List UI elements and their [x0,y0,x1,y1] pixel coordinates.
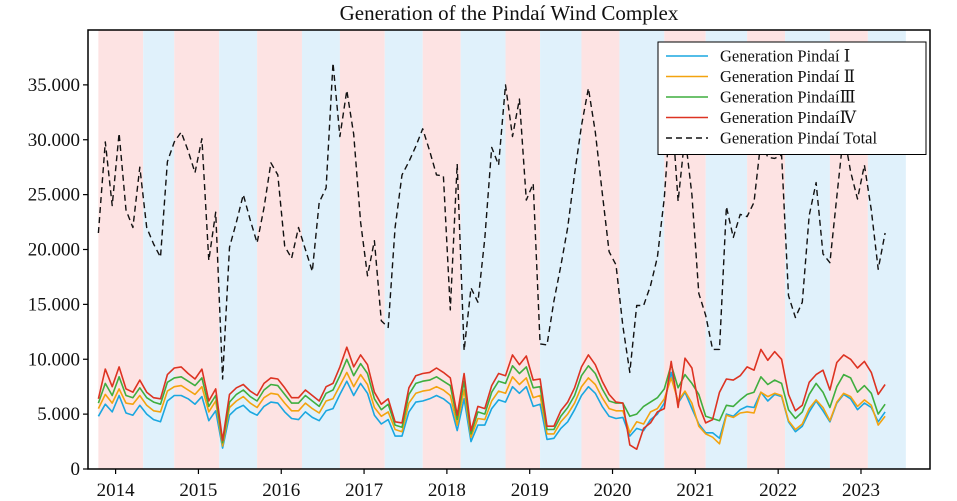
x-tick-label: 2020 [594,480,632,501]
series-line-2 [97,371,886,447]
legend-label-4: Generation PindaíⅣ [720,108,857,127]
x-tick-label: 2019 [511,480,549,501]
season-band-10 [505,30,541,469]
x-tick-label: 2023 [842,480,880,501]
legend-label-2: Generation Pindaí Ⅱ [720,67,855,86]
season-band-3 [219,30,258,469]
season-band-9 [460,30,506,469]
y-tick-label: 30.000 [28,130,80,151]
y-tick-label: 0 [71,459,81,480]
series-line-3 [97,358,886,444]
y-axis: 0 5.000 10.000 15.000 20.000 25.000 30.000 35.0… [28,75,88,480]
series-lines [97,62,886,451]
x-tick-label: 2015 [179,480,217,501]
plot-frame [87,29,931,470]
y-tick-label: 20.000 [28,240,80,261]
season-band-7 [384,30,423,469]
y-tick-label: 15.000 [28,294,80,315]
season-band-13 [619,30,665,469]
x-tick-label: 2014 [97,480,136,501]
y-tick-label: 35.000 [28,75,80,96]
legend-label-5: Generation Pindaí Total [720,129,878,148]
legend-box [657,41,927,155]
legend-label-1: Generation Pindaí Ⅰ [720,47,850,66]
season-band-1 [143,30,175,469]
legend-label-3: Generation PindaíⅢ [720,88,856,107]
y-tick-label: 25.000 [28,185,80,206]
series-line-4 [97,346,886,451]
x-tick-label: 2018 [428,480,466,501]
series-line-5 [97,62,886,380]
season-band-0 [98,30,144,469]
x-tick-label: 2021 [676,480,714,501]
y-tick-label: 10.000 [28,349,80,370]
x-axis: 2014 2015 2016 2017 2018 2019 2020 2021 2022 2023 [97,469,880,501]
x-tick-label: 2017 [345,480,383,501]
chart-title: Generation of the Pindaí Wind Complex [340,1,679,25]
series-line-1 [97,371,886,449]
y-tick-label: 5.000 [37,404,80,425]
x-tick-label: 2016 [262,480,300,501]
x-tick-label: 2022 [759,480,797,501]
